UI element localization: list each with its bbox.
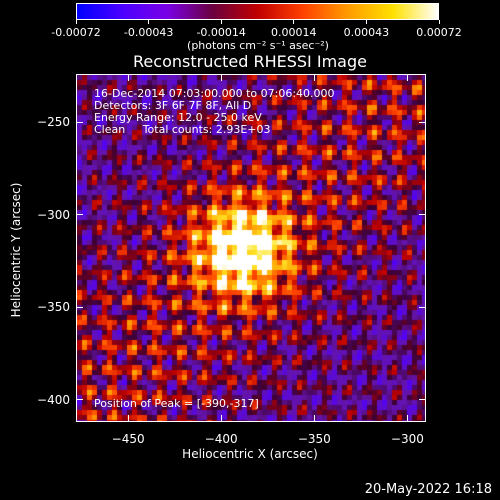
colorbar-tick (365, 20, 367, 24)
y-tick-label: −400 (37, 392, 70, 407)
y-axis-tick (76, 306, 83, 308)
plot-area (76, 74, 426, 422)
colorbar-tick (220, 20, 222, 24)
colorbar-tick-label: -0.00014 (196, 26, 246, 39)
x-tick-label: −300 (390, 432, 424, 446)
x-tick-label: −350 (297, 432, 331, 446)
y-tick-label: −300 (37, 207, 70, 222)
info-time-range: 16-Dec-2014 07:03:00.000 to 07:06:40.000 (94, 87, 335, 100)
x-tick-label: −400 (204, 432, 238, 446)
y-axis-label: Heliocentric Y (arcsec) (9, 182, 23, 318)
x-axis-tick (220, 74, 222, 81)
colorbar-tick-label: 0.00043 (343, 26, 390, 39)
x-axis-tick (406, 415, 408, 422)
info-clean-counts: Clean Total counts: 2.93E+03 (94, 123, 271, 136)
x-axis-label: Heliocentric X (arcsec) (182, 447, 318, 461)
x-axis-tick (220, 415, 222, 422)
colorbar-tick-label: 0.00072 (416, 26, 462, 39)
y-axis-tick (76, 121, 83, 123)
colorbar-tick-label: -0.00072 (51, 26, 101, 39)
colorbar-units: (photons cm⁻² s⁻¹ asec⁻²) (187, 39, 329, 52)
peak-position-label: Position of Peak = [-390,-317] (94, 397, 259, 410)
colorbar-tick (293, 20, 295, 24)
x-axis-tick (406, 74, 408, 81)
x-axis-tick (127, 74, 129, 81)
info-energy-range: Energy Range: 12.0 - 25.0 keV (94, 111, 262, 124)
y-axis-tick (419, 306, 426, 308)
colorbar-tick (438, 20, 440, 24)
y-tick-label: −250 (37, 115, 70, 130)
x-axis-tick (313, 74, 315, 81)
colorbar-tick (75, 20, 77, 24)
colorbar-tick-label: 0.00014 (271, 26, 317, 39)
y-tick-label: −350 (37, 300, 70, 315)
colorbar-tick (148, 20, 150, 24)
rhessi-image-heatmap (77, 75, 425, 421)
y-axis-tick (419, 214, 426, 216)
colorbar-gradient (76, 3, 439, 20)
info-detectors: Detectors: 3F 6F 7F 8F, All D (94, 99, 252, 112)
plot-title: Reconstructed RHESSI Image (133, 52, 367, 71)
x-axis-tick (313, 415, 315, 422)
x-axis-tick (127, 415, 129, 422)
y-axis-tick (76, 214, 83, 216)
y-axis-tick (419, 121, 426, 123)
x-tick-label: −450 (111, 432, 145, 446)
y-axis-tick (419, 399, 426, 401)
footer-date: 20-May-2022 16:18 (364, 482, 492, 497)
y-axis-tick (76, 399, 83, 401)
colorbar-tick-label: -0.00043 (123, 26, 174, 39)
